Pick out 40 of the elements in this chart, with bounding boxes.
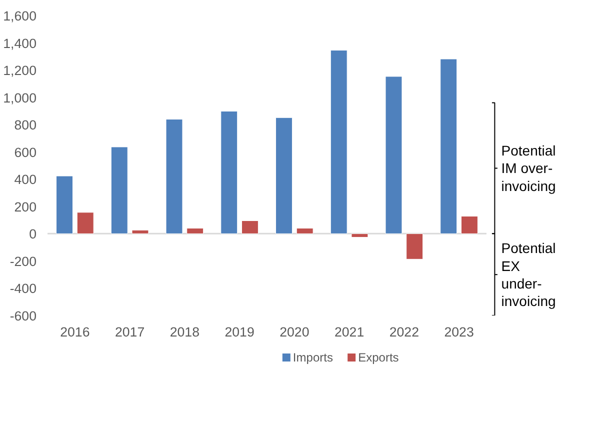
y-tick-label: -600 xyxy=(10,308,37,324)
bar xyxy=(166,119,183,234)
bar xyxy=(56,176,73,234)
bar xyxy=(76,212,94,234)
y-tick-label: 1,600 xyxy=(3,8,37,24)
legend-label: Imports xyxy=(292,350,333,364)
bar xyxy=(460,216,478,234)
y-tick-label: 0 xyxy=(29,226,37,242)
bar xyxy=(351,233,368,238)
y-tick-label: -200 xyxy=(10,254,37,269)
y-tick-label: 400 xyxy=(14,172,37,188)
bar xyxy=(276,117,292,234)
x-tick-label: 2020 xyxy=(280,324,310,340)
x-tick-label: 2022 xyxy=(389,324,419,340)
bar xyxy=(186,228,204,234)
x-tick-label: 2021 xyxy=(334,324,364,340)
y-tick-label: 200 xyxy=(14,199,37,214)
bar xyxy=(241,220,258,234)
bar xyxy=(132,230,149,234)
legend-label: Exports xyxy=(358,350,399,364)
x-tick-label: 2019 xyxy=(224,324,254,340)
bar xyxy=(385,76,402,234)
bar xyxy=(330,50,348,234)
bar xyxy=(440,58,458,234)
y-tick-label: 1,000 xyxy=(3,90,37,106)
bar xyxy=(406,233,424,260)
text: Potential IM over- invoicing xyxy=(501,142,556,194)
y-tick-label: 600 xyxy=(14,144,37,160)
y-tick-label: 1,200 xyxy=(3,63,37,78)
bar xyxy=(110,146,128,234)
y-tick-label: 1,400 xyxy=(3,36,37,51)
bar xyxy=(296,228,314,234)
x-tick-label: 2023 xyxy=(444,324,474,340)
x-tick-label: 2016 xyxy=(60,324,90,340)
text: Potential EX under- invoicing xyxy=(501,240,556,309)
bar xyxy=(220,110,238,234)
y-tick-label: -400 xyxy=(10,281,37,296)
x-tick-label: 2017 xyxy=(114,324,145,340)
x-tick-label: 2018 xyxy=(170,324,200,340)
y-tick-label: 800 xyxy=(14,118,37,133)
